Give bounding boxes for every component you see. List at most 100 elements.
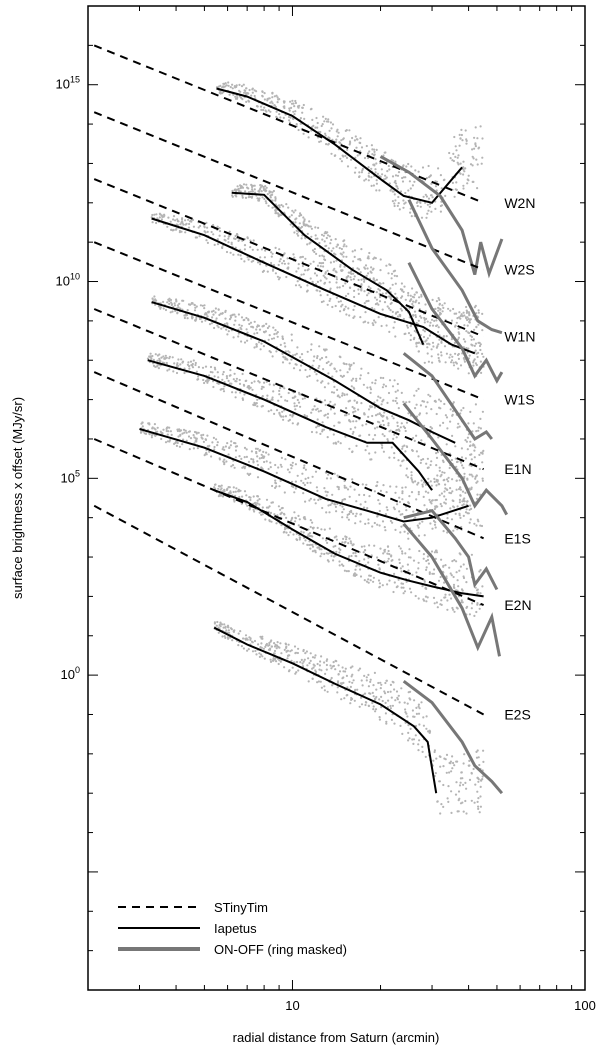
- scatter-point: [218, 227, 221, 230]
- scatter-point: [292, 533, 295, 536]
- scatter-point: [230, 241, 233, 244]
- scatter-point: [300, 237, 303, 240]
- scatter-point: [297, 422, 300, 425]
- scatter-point: [396, 310, 399, 314]
- scatter-point: [470, 335, 474, 338]
- scatter-point: [398, 701, 401, 704]
- scatter-point: [326, 234, 330, 237]
- scatter-point: [294, 101, 297, 105]
- scatter-point: [395, 485, 398, 488]
- scatter-point: [203, 381, 206, 385]
- scatter-point: [392, 590, 395, 594]
- scatter-point: [465, 812, 468, 815]
- scatter-point: [463, 472, 466, 475]
- scatter-point: [417, 319, 420, 322]
- scatter-point: [141, 425, 144, 428]
- series-label: E2S: [504, 707, 530, 723]
- scatter-point: [222, 390, 226, 393]
- scatter-point: [278, 485, 281, 488]
- scatter-point: [370, 266, 373, 269]
- scatter-point: [326, 491, 329, 494]
- scatter-point: [471, 155, 474, 158]
- scatter-point: [388, 263, 391, 266]
- scatter-point: [253, 320, 256, 323]
- scatter-point: [469, 163, 473, 166]
- scatter-point: [303, 397, 306, 400]
- scatter-point: [380, 403, 383, 406]
- scatter-point: [244, 196, 248, 199]
- scatter-point: [255, 343, 258, 346]
- scatter-point: [253, 332, 256, 335]
- scatter-point: [260, 108, 263, 111]
- scatter-point: [454, 512, 457, 516]
- scatter-point: [220, 487, 223, 490]
- scatter-point: [466, 324, 469, 327]
- scatter-point: [428, 498, 431, 501]
- scatter-point: [435, 412, 438, 416]
- scatter-point: [349, 685, 352, 689]
- scatter-point: [420, 479, 423, 482]
- scatter-point: [157, 367, 160, 370]
- scatter-point: [348, 555, 351, 558]
- scatter-point: [217, 382, 220, 385]
- scatter-point: [318, 664, 321, 667]
- scatter-point: [409, 334, 412, 337]
- scatter-point: [454, 155, 457, 158]
- scatter-point: [166, 433, 169, 436]
- scatter-point: [417, 341, 420, 344]
- scatter-point: [294, 353, 297, 356]
- scatter-point: [258, 328, 262, 331]
- scatter-point: [255, 345, 258, 348]
- scatter-point: [400, 422, 403, 425]
- scatter-point: [352, 278, 355, 281]
- scatter-point: [279, 258, 282, 261]
- scatter-point: [427, 197, 431, 200]
- scatter-point: [455, 560, 458, 563]
- scatter-point: [359, 137, 362, 140]
- scatter-point: [287, 419, 290, 422]
- scatter-point: [390, 277, 393, 280]
- scatter-point: [339, 300, 342, 303]
- scatter-point: [406, 476, 409, 479]
- scatter-point: [243, 248, 246, 251]
- scatter-point: [256, 248, 259, 251]
- scatter-point: [388, 182, 391, 185]
- scatter-point: [348, 129, 351, 132]
- scatter-point: [423, 316, 426, 320]
- scatter-point: [448, 356, 451, 359]
- scatter-point: [355, 500, 358, 503]
- scatter-point: [247, 99, 250, 102]
- scatter-point: [479, 524, 482, 527]
- scatter-point: [286, 657, 289, 660]
- scatter-point: [290, 358, 293, 361]
- scatter-point: [470, 453, 473, 456]
- scatter-point: [200, 434, 203, 437]
- scatter-point: [442, 783, 445, 787]
- scatter-point: [467, 372, 470, 375]
- scatter-point: [339, 263, 342, 267]
- scatter-point: [341, 666, 344, 669]
- scatter-point: [433, 319, 436, 322]
- scatter-point: [230, 382, 233, 385]
- scatter-point: [451, 478, 454, 481]
- scatter-point: [439, 765, 442, 768]
- scatter-point: [304, 539, 307, 542]
- scatter-point: [266, 326, 269, 330]
- scatter-point: [310, 430, 314, 434]
- scatter-point: [333, 412, 336, 415]
- scatter-point: [475, 589, 479, 592]
- scatter-point: [260, 453, 263, 456]
- scatter-point: [376, 172, 379, 175]
- scatter-point: [391, 521, 394, 524]
- scatter-point: [216, 238, 219, 241]
- scatter-point: [326, 436, 329, 439]
- scatter-point: [407, 556, 410, 559]
- scatter-point: [410, 491, 414, 494]
- scatter-point: [197, 431, 200, 434]
- scatter-point: [462, 160, 465, 163]
- scatter-point: [282, 512, 286, 515]
- scatter-point: [395, 275, 399, 278]
- scatter-point: [279, 343, 282, 346]
- scatter-point: [188, 448, 191, 451]
